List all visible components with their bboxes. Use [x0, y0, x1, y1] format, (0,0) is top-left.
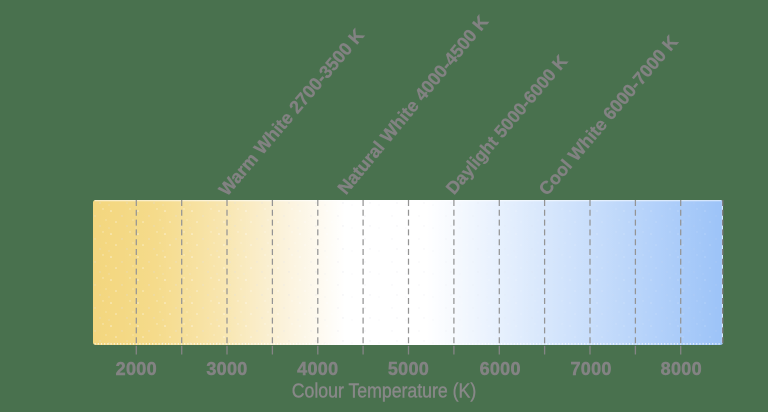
svg-text:Colour Temperature (K): Colour Temperature (K): [292, 380, 477, 402]
svg-text:8000: 8000: [661, 359, 702, 379]
svg-text:4000: 4000: [297, 359, 338, 379]
svg-text:3000: 3000: [206, 359, 247, 379]
svg-text:5000: 5000: [388, 359, 429, 379]
svg-text:2000: 2000: [116, 359, 157, 379]
svg-text:6000: 6000: [480, 359, 521, 379]
svg-text:7000: 7000: [570, 359, 611, 379]
